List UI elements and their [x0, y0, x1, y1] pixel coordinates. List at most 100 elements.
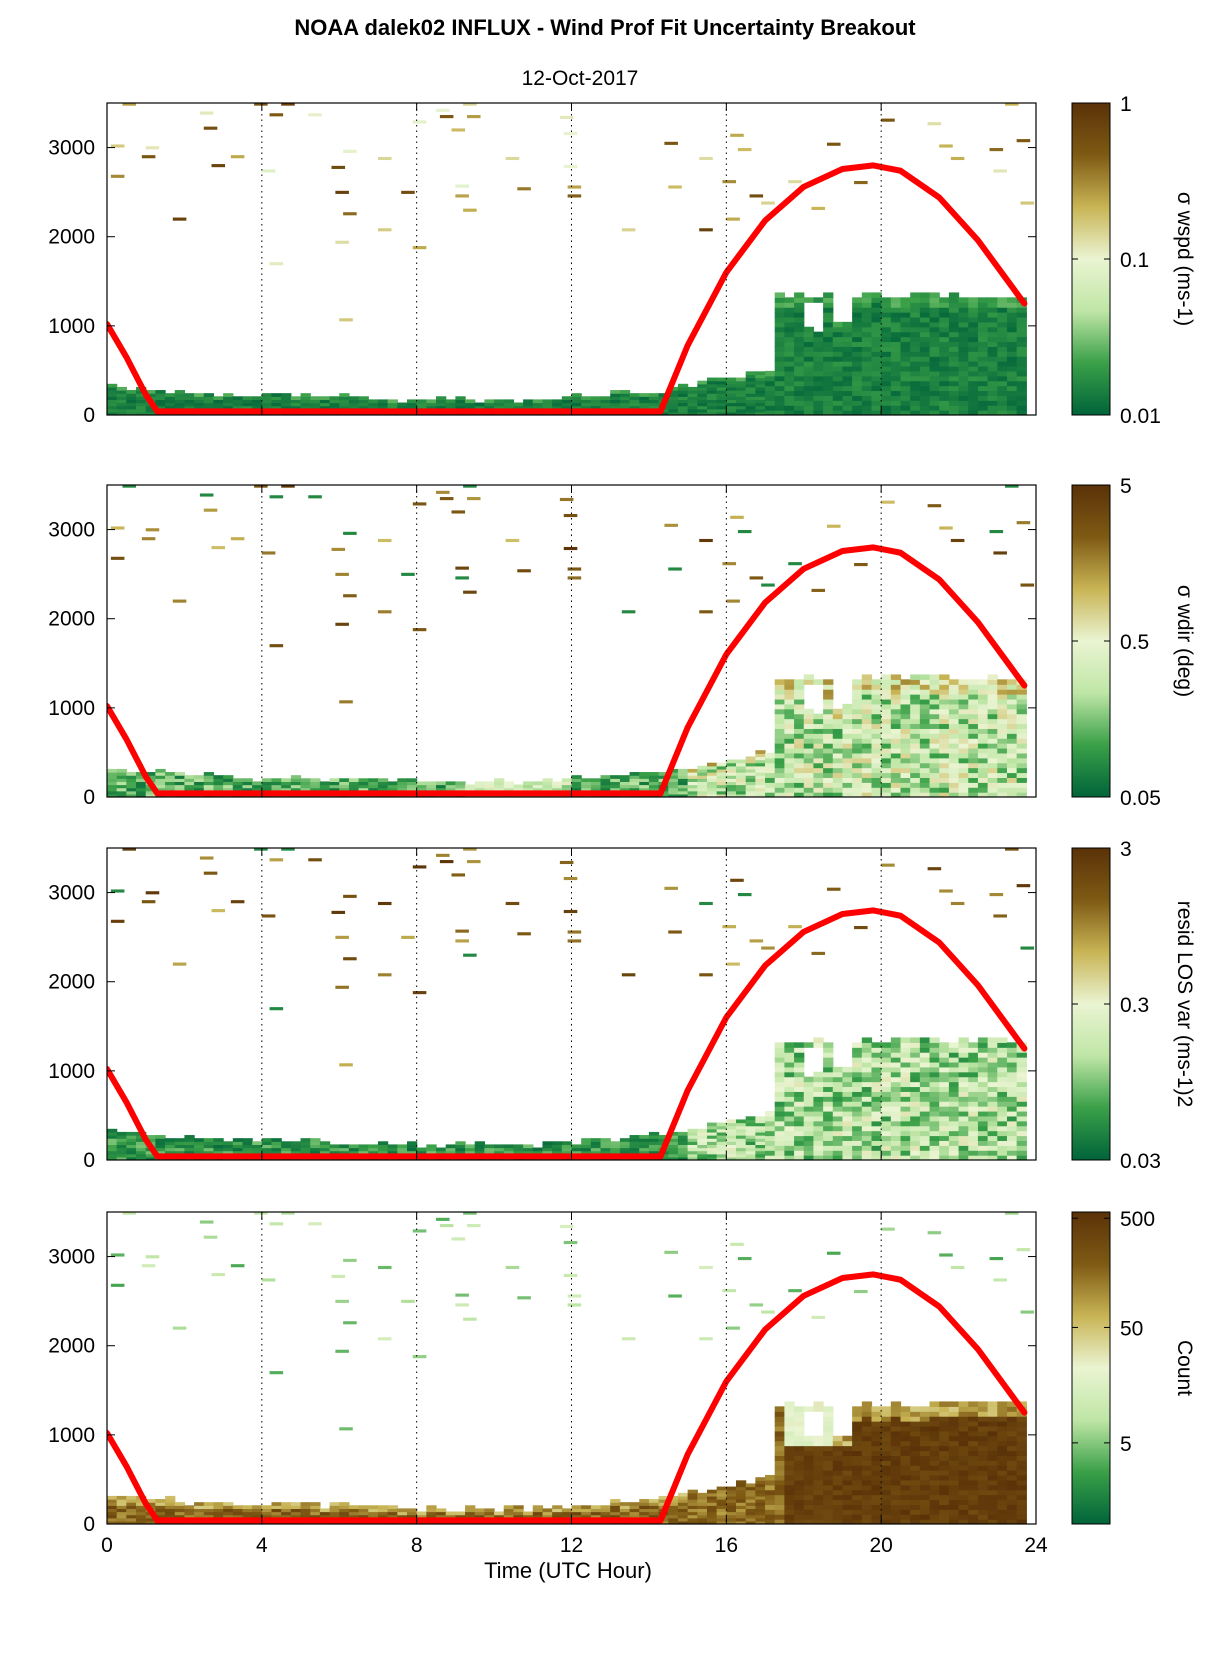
data-bin [784, 1450, 795, 1456]
data-bin [987, 757, 998, 764]
data-bin [329, 396, 340, 400]
data-bin [331, 910, 346, 914]
data-bin [619, 775, 631, 779]
data-bin [993, 914, 1007, 918]
data-bin [968, 679, 979, 685]
data-bin [1016, 1071, 1027, 1078]
data-bin [997, 370, 1008, 377]
data-bin [706, 1495, 718, 1500]
data-bin [726, 1517, 737, 1522]
data-bin [852, 1120, 863, 1127]
data-bin [832, 395, 844, 401]
data-bin [542, 1141, 553, 1145]
data-bin [281, 1147, 292, 1152]
data-bin [910, 1086, 921, 1092]
data-bin [881, 1416, 892, 1422]
data-bin [136, 393, 147, 397]
data-bin [832, 1115, 844, 1122]
data-bin [968, 351, 979, 357]
data-bin [745, 1122, 756, 1127]
data-bin [939, 1450, 950, 1456]
data-bin [610, 1141, 621, 1145]
data-bin [484, 405, 495, 410]
data-bin [726, 377, 737, 382]
data-bin [997, 307, 1008, 313]
data-bin [629, 1135, 640, 1139]
data-bin [929, 1076, 940, 1083]
data-bin [1006, 718, 1018, 725]
data-bin [271, 1511, 282, 1516]
data-bin [232, 1508, 244, 1513]
data-bin [948, 1494, 960, 1501]
data-bin [788, 925, 802, 929]
data-bin [929, 1052, 940, 1058]
data-bin [939, 1455, 950, 1461]
data-bin [939, 1076, 950, 1083]
data-bin [823, 708, 834, 715]
data-bin [174, 775, 186, 779]
data-bin [406, 781, 418, 786]
colorbar-wspd: 10.10.01σ wspd (ms-1) [1071, 93, 1196, 428]
data-bin [1016, 1519, 1027, 1524]
data-bin [343, 531, 357, 535]
data-bin [997, 1120, 1008, 1127]
data-bin [668, 386, 679, 391]
data-bin [269, 113, 284, 117]
data-bin [610, 405, 621, 410]
data-bin [774, 321, 785, 328]
data-bin [910, 400, 921, 406]
data-bin [203, 126, 218, 130]
data-bin [900, 1440, 911, 1447]
data-bin [977, 1155, 989, 1160]
data-bin [697, 396, 708, 400]
data-bin [813, 336, 824, 343]
data-bin [455, 1293, 469, 1297]
data-bin [706, 1131, 718, 1136]
data-bin [871, 356, 882, 362]
data-bin [126, 402, 137, 407]
data-bin [958, 777, 969, 783]
data-bin [687, 1502, 698, 1506]
data-bin [929, 1110, 940, 1117]
data-bin [348, 781, 360, 786]
data-bin [194, 1150, 205, 1155]
data-bin [697, 765, 708, 770]
data-bin [939, 400, 950, 406]
data-bin [377, 784, 389, 789]
data-bin [958, 1519, 969, 1524]
data-bin [977, 1150, 989, 1156]
data-bin [784, 1047, 795, 1053]
data-bin [881, 356, 892, 362]
data-bin [997, 782, 1008, 788]
data-bin [581, 399, 592, 404]
data-bin [755, 750, 766, 754]
data-bin [571, 784, 582, 789]
data-bin [542, 1144, 553, 1149]
data-bin [745, 1125, 756, 1130]
data-bin [929, 361, 940, 367]
data-bin [823, 772, 834, 778]
data-bin [774, 679, 785, 685]
data-bin [832, 743, 844, 749]
data-bin [852, 356, 863, 362]
data-bin [749, 1303, 764, 1307]
data-bin [987, 1425, 998, 1432]
data-bin [335, 935, 349, 939]
data-bin [406, 1508, 418, 1513]
data-bin [890, 1071, 902, 1078]
data-bin [881, 1470, 892, 1476]
data-bin [968, 1130, 979, 1137]
data-bin [664, 141, 678, 145]
data-bin [900, 326, 911, 333]
data-bin [716, 762, 727, 767]
data-bin [977, 312, 989, 318]
data-bin [571, 396, 582, 400]
data-bin [861, 1519, 873, 1524]
data-bin [910, 1150, 921, 1156]
data-bin [774, 1440, 785, 1447]
data-bin [687, 1153, 698, 1158]
data-bin [997, 772, 1008, 778]
data-bin [939, 1120, 950, 1127]
data-bin [561, 1141, 573, 1145]
data-bin [494, 1147, 505, 1152]
